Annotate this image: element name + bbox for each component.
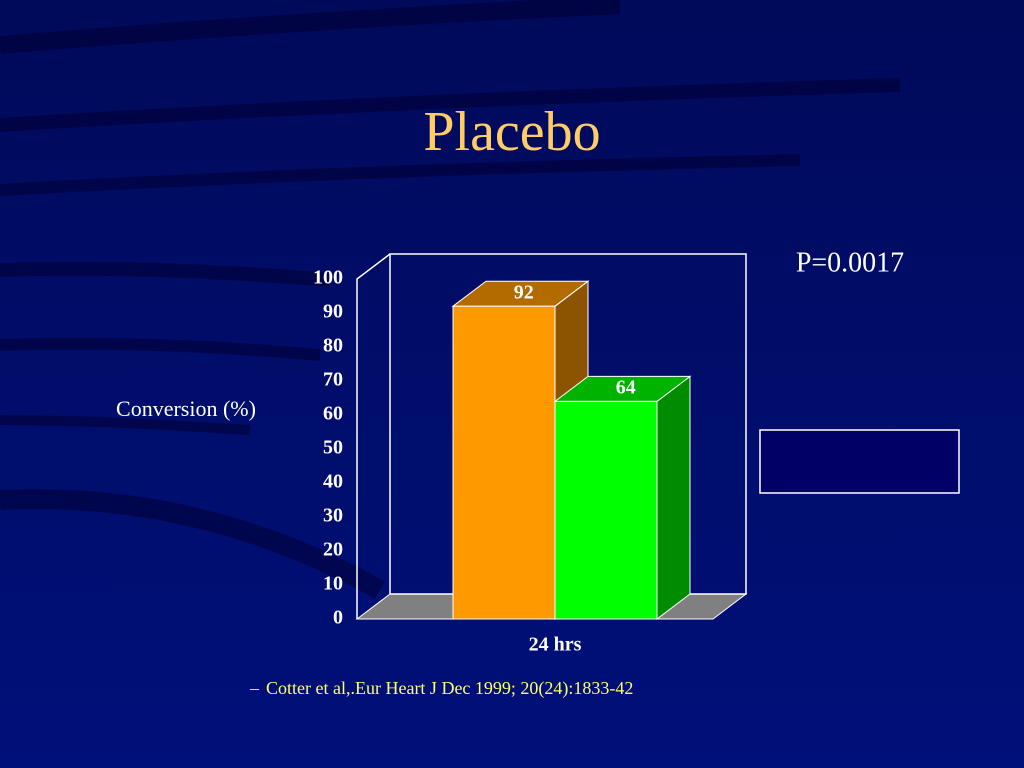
- data-label: 92: [514, 281, 534, 303]
- side-wall: [356, 253, 391, 619]
- y-tick-label: 50: [323, 437, 343, 459]
- data-label: 64: [616, 376, 636, 398]
- bar: [554, 400, 658, 620]
- y-tick-label: 0: [333, 607, 343, 629]
- y-tick-label: 80: [323, 335, 343, 357]
- background-streaks: [0, 0, 901, 599]
- y-tick-label: 60: [323, 403, 343, 425]
- footnote-bullet: –: [249, 678, 260, 698]
- y-tick-label: 20: [323, 539, 343, 561]
- y-tick-label: 30: [323, 505, 343, 527]
- bar-side: [656, 375, 691, 621]
- y-tick-label: 70: [323, 369, 343, 391]
- y-axis-label: Conversion (%): [116, 396, 256, 421]
- chart-title: Placebo: [423, 101, 600, 163]
- annotation: P=0.0017: [796, 247, 904, 278]
- y-tick-label: 10: [323, 573, 343, 595]
- footnote: Cotter et al,.Eur Heart J Dec 1999; 20(2…: [266, 678, 633, 699]
- y-tick-label: 40: [323, 471, 343, 493]
- x-tick-label: 24 hrs: [529, 634, 582, 656]
- y-tick-label: 90: [323, 301, 343, 323]
- legend: [759, 429, 960, 494]
- y-tick-label: 100: [313, 267, 343, 289]
- bar: [452, 305, 556, 620]
